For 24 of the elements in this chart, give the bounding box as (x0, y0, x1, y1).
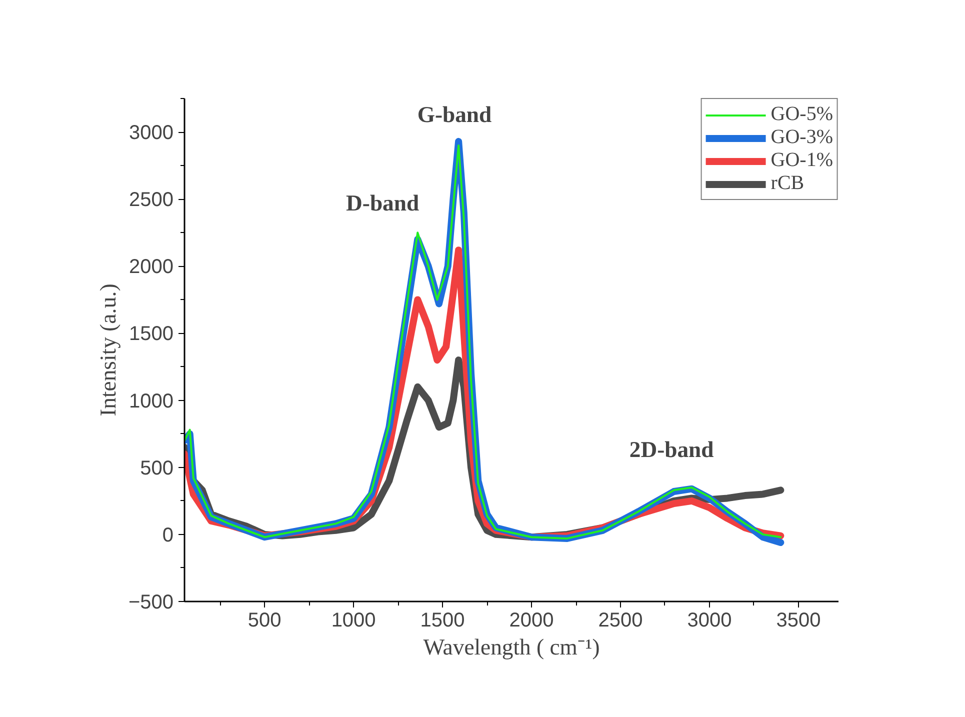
y-axis-title: Intensity (a.u.) (95, 284, 120, 416)
annotation: D-band (346, 190, 420, 216)
legend-label: rCB (770, 172, 804, 195)
y-tick-label: 500 (140, 457, 174, 480)
y-tick-label: 2500 (129, 189, 174, 212)
y-tick-label: 1000 (129, 390, 174, 412)
x-tick-label: 3000 (687, 610, 732, 632)
legend-label: GO-5% (770, 103, 833, 126)
x-tick-label: 1000 (331, 610, 376, 632)
annotation: G-band (417, 102, 492, 128)
y-tick-label: 0 (162, 524, 174, 546)
x-tick-label: 500 (248, 610, 282, 632)
legend-label: GO-1% (770, 149, 833, 172)
x-tick-label: 2500 (598, 610, 643, 632)
x-tick-label: 2000 (509, 610, 554, 632)
x-tick-label: 3500 (776, 610, 821, 632)
annotation: 2D-band (629, 436, 714, 462)
x-tick-label: 1500 (420, 610, 465, 632)
y-tick-label: −500 (128, 592, 174, 614)
x-axis-title: Wavelength ( cm⁻¹) (423, 634, 600, 660)
y-tick-label: 2000 (129, 256, 174, 278)
y-tick-label: 1500 (129, 323, 174, 346)
legend-label: GO-3% (770, 126, 833, 149)
y-tick-label: 3000 (129, 122, 174, 144)
